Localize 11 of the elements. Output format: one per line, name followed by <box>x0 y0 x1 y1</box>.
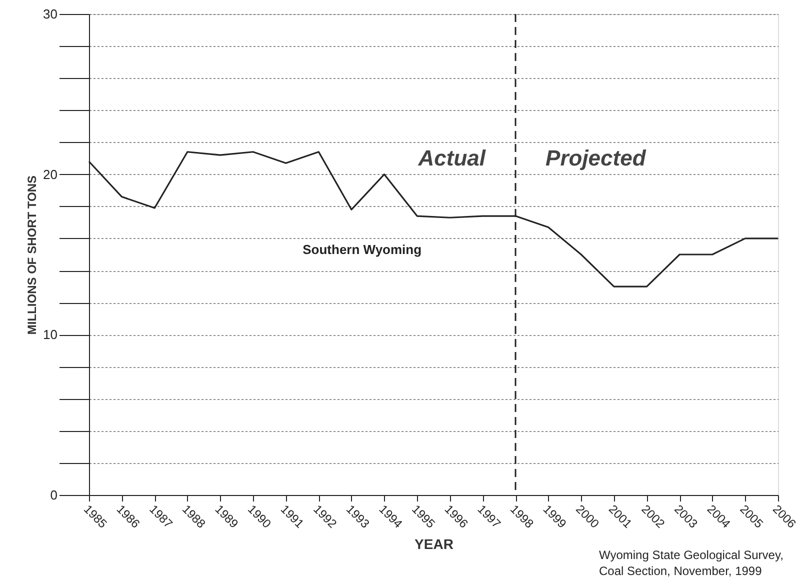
y-tick-label: 10 <box>43 327 58 342</box>
text: Wyoming State Geological Survey, <box>599 548 784 562</box>
y-tick-label: 0 <box>50 488 58 502</box>
text: Coal Section, November, 1999 <box>599 564 762 578</box>
annotation: Projected <box>546 145 646 170</box>
x-axis-title: YEAR <box>414 536 454 552</box>
y-tick-label: 30 <box>43 6 58 22</box>
y-tick-label: 20 <box>43 166 58 182</box>
series-label: Southern Wyoming <box>302 242 422 258</box>
annotation: Actual <box>417 145 486 170</box>
y-axis-title: MILLIONS OF SHORT TONS <box>25 175 40 335</box>
